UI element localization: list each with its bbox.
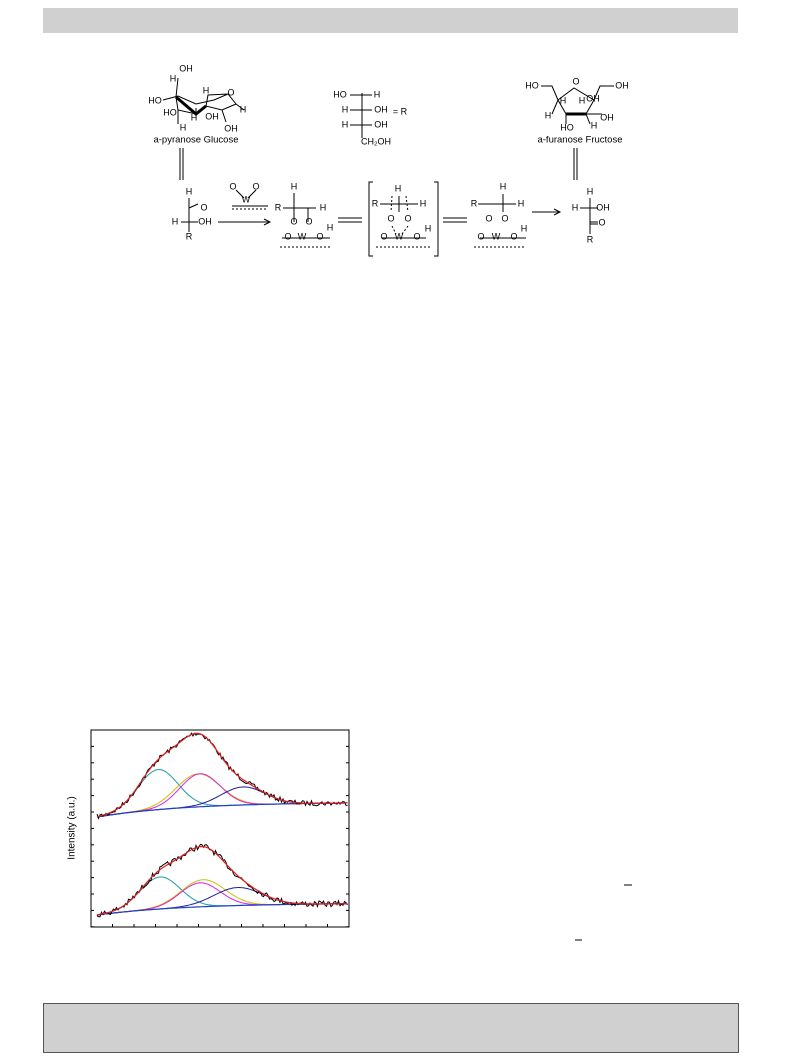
atom-label: HO — [333, 89, 347, 99]
atom-label: H — [579, 95, 586, 105]
atom-label: O — [510, 231, 517, 241]
y-axis-label: Intensity (a.u.) — [67, 796, 78, 859]
atom-label: O — [229, 181, 236, 191]
atom-label: W — [242, 194, 251, 204]
atom-label: H — [591, 120, 598, 130]
atom-label: OH — [615, 80, 629, 90]
atom-label: R — [275, 202, 282, 212]
footer-box — [43, 1003, 739, 1053]
atom-label: H — [521, 223, 528, 233]
atom-label: OH — [198, 216, 212, 226]
atom-label: H — [172, 216, 179, 226]
atom-label: OH — [600, 112, 614, 122]
atom-label: O — [227, 87, 234, 97]
atom-label: O — [413, 231, 420, 241]
atom-label: R — [587, 234, 594, 244]
scheme-bonds — [162, 77, 632, 941]
atom-label: H — [420, 198, 427, 208]
atom-label: H — [186, 186, 193, 196]
atom-label: R — [372, 198, 379, 208]
atom-label: HO — [560, 122, 574, 132]
fit-envelope — [96, 732, 348, 818]
atom-label: H — [327, 222, 334, 232]
header-bar — [43, 8, 738, 33]
atom-label: O — [200, 202, 207, 212]
atom-label: R — [186, 231, 193, 241]
atom-label: O — [485, 213, 492, 223]
atom-label: R — [471, 198, 478, 208]
atom-label: O — [598, 217, 605, 227]
atom-label: H — [395, 183, 402, 193]
atom-label: OH — [374, 104, 388, 114]
atom-label: W — [298, 231, 307, 241]
atom-label: O — [477, 231, 484, 241]
plot-ticks — [90, 729, 350, 928]
atom-label: O — [252, 181, 259, 191]
atom-label: OH — [596, 202, 610, 212]
spectrum-curves — [96, 732, 348, 918]
atom-label: H — [291, 181, 298, 191]
atom-label: OH — [179, 63, 193, 73]
atom-label: H — [374, 89, 381, 99]
atom-label: O — [284, 231, 291, 241]
atom-label: H — [191, 112, 198, 122]
atom-label: H — [518, 198, 525, 208]
atom-label: HO — [148, 95, 162, 105]
atom-label: H — [342, 104, 349, 114]
atom-label: H — [587, 186, 594, 196]
atom-label: H — [425, 223, 432, 233]
atom-label: H — [572, 202, 579, 212]
component-peak — [96, 773, 348, 818]
atom-label: W — [395, 231, 404, 241]
atom-label: OH — [374, 119, 388, 129]
atom-label: H — [203, 85, 210, 95]
glucose-label: a-pyranose Glucose — [153, 135, 238, 146]
atom-label: O — [316, 231, 323, 241]
atom-label: HO — [163, 107, 177, 117]
fit-envelope — [96, 845, 348, 916]
atom-label: H — [240, 104, 247, 114]
atom-label: O — [404, 213, 411, 223]
atom-label: W — [492, 231, 501, 241]
atom-label: HO — [525, 80, 539, 90]
atom-label: H — [320, 202, 327, 212]
atom-label: H — [500, 181, 507, 191]
atom-label: OH — [205, 111, 219, 121]
fructose-label: a-furanose Fructose — [537, 135, 622, 146]
atom-label: O — [380, 231, 387, 241]
atom-label: O — [501, 213, 508, 223]
atom-label: O — [387, 213, 394, 223]
atom-label: H — [545, 110, 552, 120]
atom-label: H — [342, 119, 349, 129]
atom-label: OH — [586, 93, 600, 103]
atom-label: H — [560, 95, 567, 105]
atom-label: O — [305, 216, 312, 226]
atom-label: OH — [224, 123, 238, 133]
atom-label: H — [170, 73, 177, 83]
plot-frame — [90, 729, 350, 928]
atom-label: H — [180, 122, 187, 132]
atom-label: CH₂OH — [361, 136, 391, 146]
atom-label: O — [290, 216, 297, 226]
component-peak — [96, 773, 348, 818]
atom-label: = R — [393, 106, 408, 116]
atom-label: O — [572, 76, 579, 86]
